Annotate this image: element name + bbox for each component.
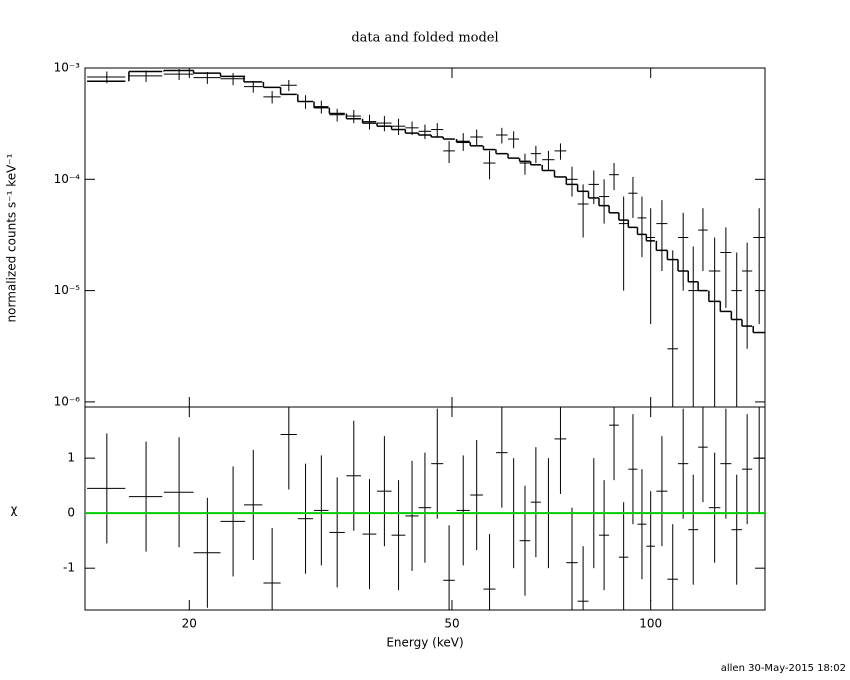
top-frame [84, 67, 766, 408]
x-axis-label: Energy (keV) [386, 636, 463, 650]
y-tick-label: 10⁻³ [54, 61, 81, 75]
x-tick-label: 100 [639, 617, 662, 631]
y-tick-label: -1 [63, 561, 75, 575]
y-axis-label: normalized counts s⁻¹ keV⁻¹ [5, 153, 19, 322]
x-tick-label: 20 [182, 617, 197, 631]
y-tick-label: 0 [67, 506, 75, 520]
bottom-frame [84, 406, 766, 611]
x-tick-label: 50 [444, 617, 459, 631]
y-tick-label: 1 [67, 451, 75, 465]
y-axis-label: χ [11, 503, 18, 517]
y-tick-label: 10⁻⁴ [54, 172, 81, 186]
chart-title: data and folded model [351, 31, 498, 46]
footer: allen 30-May-2015 18:02 [721, 663, 846, 674]
y-tick-label: 10⁻⁶ [54, 394, 81, 408]
y-tick-label: 10⁻⁵ [54, 283, 81, 297]
